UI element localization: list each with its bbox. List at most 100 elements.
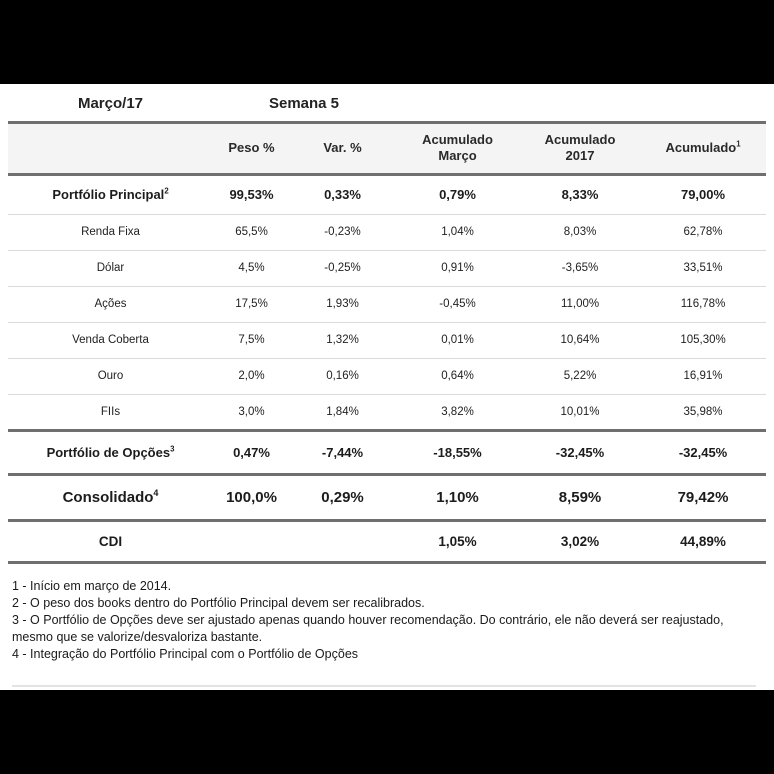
col-header-acum-2017-line1: Acumulado xyxy=(544,131,616,147)
cell-var: 1,84% xyxy=(326,405,359,418)
cell-acum-marco: 1,05% xyxy=(438,533,477,549)
cell-acum-total: 79,00% xyxy=(680,187,726,202)
footnote-ref-2: 2 xyxy=(164,186,169,196)
cell-acum-marco: 0,64% xyxy=(441,370,474,382)
row-label: Dólar xyxy=(96,262,125,274)
row-label: FIIs xyxy=(100,405,121,418)
footnote-2: 2 - O peso dos books dentro do Portfólio… xyxy=(12,595,425,610)
cell-acum-2017: 8,59% xyxy=(558,488,602,506)
cell-acum-marco: 0,79% xyxy=(439,187,476,202)
cell-acum-2017: 10,64% xyxy=(560,334,600,346)
cell-acum-total: -32,45% xyxy=(678,444,728,460)
cell-acum-total: 105,30% xyxy=(680,334,726,346)
footnote-ref-4: 4 xyxy=(153,487,159,498)
table-row-venda-coberta: Venda Coberta 7,5% 1,32% 0,01% 10,64% 10… xyxy=(8,322,767,358)
footnote-ref-1: 1 xyxy=(736,139,741,149)
cell-peso: 3,0% xyxy=(238,405,265,418)
cell-acum-marco: 1,04% xyxy=(441,226,474,238)
period-label: Março/17 xyxy=(77,94,144,112)
cell-acum-total: 16,91% xyxy=(683,370,723,382)
cell-acum-marco: -18,55% xyxy=(433,444,482,460)
cell-acum-marco: -0,45% xyxy=(439,298,476,310)
cell-acum-2017: -32,45% xyxy=(555,444,605,460)
report-page: Março/17 Semana 5 Peso % Var. % Acumulad… xyxy=(0,84,774,690)
row-label: Renda Fixa xyxy=(81,226,140,238)
cell-peso: 0,47% xyxy=(233,444,270,460)
row-label: Consolidado4 xyxy=(8,474,213,520)
cell-acum-2017: 5,22% xyxy=(563,370,597,382)
row-label: Ações xyxy=(94,298,127,310)
cell-acum-marco: 0,91% xyxy=(441,262,474,274)
col-header-acum-marco-line2: Março xyxy=(438,148,477,163)
row-label-text: Portfólio Principal xyxy=(52,187,165,202)
cell-var: 0,16% xyxy=(326,370,359,382)
cell-acum-total: 44,89% xyxy=(680,533,726,549)
footer-divider xyxy=(12,685,756,687)
cell-peso: 17,5% xyxy=(235,298,268,310)
cell-acum-2017: 10,01% xyxy=(560,405,600,418)
cell-var xyxy=(290,520,395,562)
cell-var: 0,33% xyxy=(324,187,361,202)
cell-var: -0,25% xyxy=(324,262,361,274)
cell-var: 0,29% xyxy=(321,488,364,506)
cell-acum-total: 33,51% xyxy=(683,262,723,274)
row-label: CDI xyxy=(98,533,123,549)
cell-acum-2017: 11,00% xyxy=(560,298,600,310)
table-row-consolidado: Consolidado4 100,0% 0,29% 1,10% 8,59% 79… xyxy=(8,474,767,520)
footnotes: 1 - Início em março de 2014. 2 - O peso … xyxy=(12,578,762,663)
table-row-cdi: CDI 1,05% 3,02% 44,89% xyxy=(8,520,767,562)
cell-peso: 65,5% xyxy=(235,226,268,238)
cell-peso: 7,5% xyxy=(238,334,265,346)
table-title-row: Março/17 Semana 5 xyxy=(8,86,767,122)
table-row-renda-fixa: Renda Fixa 65,5% -0,23% 1,04% 8,03% 62,7… xyxy=(8,214,767,250)
row-label: Venda Coberta xyxy=(72,334,149,346)
col-header-peso: Peso % xyxy=(213,122,290,174)
cell-var: 1,93% xyxy=(326,298,359,310)
cell-acum-total: 116,78% xyxy=(680,298,726,310)
row-label-text: Consolidado xyxy=(62,488,154,506)
col-header-acum-marco-line1: Acumulado xyxy=(422,131,493,147)
cell-acum-2017: 8,03% xyxy=(563,226,597,238)
col-header-var: Var. % xyxy=(290,122,396,174)
cell-peso: 100,0% xyxy=(226,488,277,506)
cell-var: -7,44% xyxy=(321,444,364,460)
cell-acum-2017: -3,65% xyxy=(561,262,599,274)
letterbox-bottom xyxy=(0,690,774,774)
table-row-fiis: FIIs 3,0% 1,84% 3,82% 10,01% 35,98% xyxy=(8,394,767,430)
row-label: Ouro xyxy=(97,370,124,382)
cell-acum-2017: 8,33% xyxy=(561,187,599,202)
footnote-4: 4 - Integração do Portfólio Principal co… xyxy=(12,646,359,661)
cell-acum-2017: 3,02% xyxy=(560,533,600,549)
cell-var: 1,32% xyxy=(326,334,359,346)
cell-acum-total: 35,98% xyxy=(683,405,723,418)
footnote-3: 3 - O Portfólio de Opções deve ser ajust… xyxy=(12,612,724,644)
table-row-portfolio-principal: Portfólio Principal2 99,53% 0,33% 0,79% … xyxy=(8,174,767,214)
col-header-empty xyxy=(8,122,213,174)
row-label: Portfólio Principal2 xyxy=(8,174,213,214)
col-header-acum-total: Acumulado1 xyxy=(640,122,767,174)
table-row-dolar: Dólar 4,5% -0,25% 0,91% -3,65% 33,51% xyxy=(8,250,767,286)
table-row-acoes: Ações 17,5% 1,93% -0,45% 11,00% 116,78% xyxy=(8,286,767,322)
col-header-acum-marco: Acumulado Março xyxy=(395,122,521,174)
cell-acum-marco: 1,10% xyxy=(436,488,479,506)
cell-peso: 2,0% xyxy=(238,370,265,382)
col-header-acum-2017-line2: 2017 xyxy=(565,148,595,163)
cell-var: -0,23% xyxy=(324,226,361,238)
col-header-acum-2017: Acumulado 2017 xyxy=(520,122,641,174)
footnote-ref-3: 3 xyxy=(170,444,175,454)
col-header-acum-total-text: Acumulado xyxy=(665,139,737,155)
cell-acum-marco: 3,82% xyxy=(441,405,474,418)
table-row-portfolio-opcoes: Portfólio de Opções3 0,47% -7,44% -18,55… xyxy=(8,430,767,474)
cell-acum-marco: 0,01% xyxy=(441,334,474,346)
cell-peso: 4,5% xyxy=(238,262,265,274)
title-row-spacer xyxy=(395,86,766,122)
row-label-text: Portfólio de Opções xyxy=(46,444,171,460)
cell-peso: 99,53% xyxy=(229,187,274,202)
letterbox-top xyxy=(0,0,774,84)
table-header-row: Peso % Var. % Acumulado Março Acumulado 20… xyxy=(8,122,767,174)
cell-acum-total: 79,42% xyxy=(677,488,729,506)
footnote-1: 1 - Início em março de 2014. xyxy=(12,578,172,593)
portfolio-performance-table: Março/17 Semana 5 Peso % Var. % Acumulad… xyxy=(8,86,767,564)
row-label: Portfólio de Opções3 xyxy=(8,430,213,474)
